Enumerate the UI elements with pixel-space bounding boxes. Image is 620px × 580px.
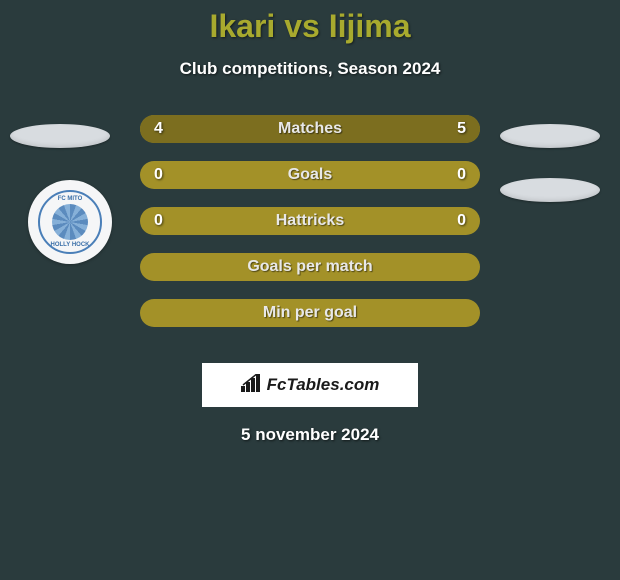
stat-value-left: 4 [154,115,163,143]
stat-value-left: 0 [154,161,163,189]
badge-text-bottom: HOLLY HOCK [40,242,100,248]
brand-text: FcTables.com [267,375,380,395]
date-text: 5 november 2024 [0,425,620,445]
player2-marker-ellipse [500,124,600,148]
badge-swirl-icon [52,204,88,240]
stat-value-left: 0 [154,207,163,235]
stat-value-right: 5 [457,115,466,143]
stat-row: Min per goal [0,299,620,345]
player1-name: Ikari [209,8,275,44]
comparison-title: Ikari vs Iijima [0,0,620,45]
player1-club-badge: FC MITO HOLLY HOCK [28,180,112,264]
brand-attribution: FcTables.com [202,363,418,407]
stat-value-right: 0 [457,161,466,189]
badge-text-top: FC MITO [40,196,100,202]
subtitle: Club competitions, Season 2024 [0,59,620,79]
stat-row: Goals per match [0,253,620,299]
brand-bars-icon [241,374,263,397]
stat-label: Hattricks [140,207,480,235]
vs-text: vs [284,8,320,44]
stat-value-right: 0 [457,207,466,235]
stat-label: Goals per match [140,253,480,281]
player2-name: Iijima [329,8,411,44]
club-badge-icon: FC MITO HOLLY HOCK [38,190,102,254]
stat-label: Matches [140,115,480,143]
stat-label: Goals [140,161,480,189]
stat-bar-track: Goals per match [140,253,480,281]
player1-marker-ellipse [10,124,110,148]
player2-marker-ellipse-2 [500,178,600,202]
stat-bar-track: Matches4 5 [140,115,480,143]
stat-label: Min per goal [140,299,480,327]
stat-bar-track: Min per goal [140,299,480,327]
stat-bar-track: Hattricks0 0 [140,207,480,235]
stat-bar-track: Goals0 0 [140,161,480,189]
